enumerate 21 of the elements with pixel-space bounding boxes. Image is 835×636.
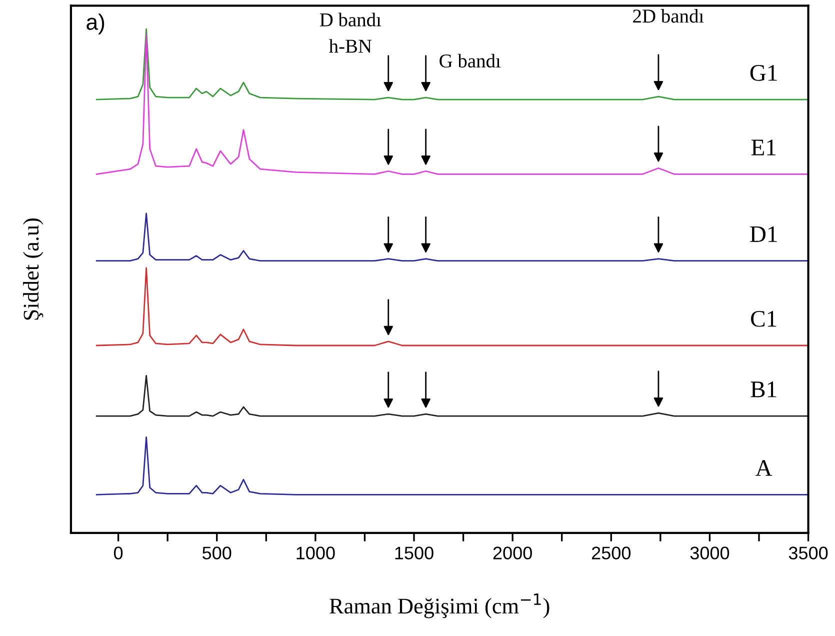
series-label: B1 (750, 382, 776, 398)
x-tick-label: 500 (202, 546, 232, 560)
y-axis-title: Şiddet (a.u) (23, 218, 44, 320)
x-tick-label: 3500 (788, 546, 828, 560)
series-label: C1 (751, 310, 776, 327)
text: 2D bandı (633, 9, 704, 23)
text: D bandı (320, 12, 382, 26)
x-tick-label: 1000 (296, 546, 335, 560)
series-label: G1 (750, 65, 777, 81)
annotation: h-BN (329, 39, 372, 53)
x-tick-label: 1500 (395, 546, 434, 560)
x-tick-label: 2000 (493, 546, 532, 560)
x-axis-title: Raman Değişimi (cm$^{−1}$) (330, 594, 550, 618)
series-label: A (756, 460, 772, 476)
series-label: D1 (750, 226, 777, 242)
annotation: G bandı (440, 54, 501, 68)
x-tick-label: 2500 (592, 546, 631, 560)
x-tick-label: 0 (114, 546, 123, 560)
series-label: E1 (751, 140, 776, 156)
x-tick-label: 3000 (690, 546, 730, 560)
annotation: a) (86, 14, 104, 34)
